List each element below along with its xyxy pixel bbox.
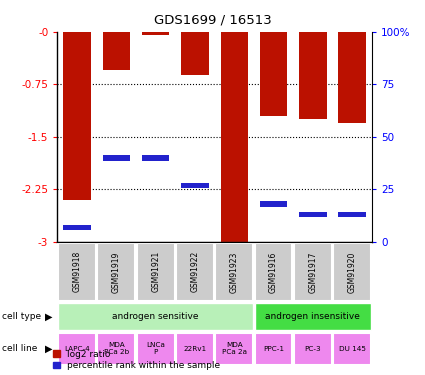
FancyBboxPatch shape [137,333,175,365]
FancyBboxPatch shape [255,243,292,301]
FancyBboxPatch shape [97,243,135,301]
FancyBboxPatch shape [294,243,332,301]
Text: GSM91922: GSM91922 [190,251,199,292]
FancyBboxPatch shape [58,243,96,301]
Text: GSM91917: GSM91917 [309,251,317,292]
Bar [299,32,327,119]
Text: androgen sensitive: androgen sensitive [112,312,199,321]
Legend: log2 ratio, percentile rank within the sample: log2 ratio, percentile rank within the s… [54,350,220,370]
Bar [181,32,209,75]
Bar [142,155,170,160]
Text: ▶: ▶ [45,312,53,322]
FancyBboxPatch shape [58,303,253,330]
Text: cell type: cell type [2,312,41,321]
Bar [338,212,366,217]
Text: GSM91923: GSM91923 [230,251,239,292]
Bar [299,212,327,217]
FancyBboxPatch shape [333,333,371,365]
FancyBboxPatch shape [215,333,253,365]
FancyBboxPatch shape [255,333,292,365]
Bar [260,32,287,116]
Text: ▶: ▶ [45,344,53,354]
Bar [102,32,130,70]
Text: LNCa
P: LNCa P [146,342,165,355]
Text: 22Rv1: 22Rv1 [184,346,207,352]
Text: GSM91916: GSM91916 [269,251,278,292]
Bar [63,225,91,230]
FancyBboxPatch shape [58,333,96,365]
FancyBboxPatch shape [176,243,214,301]
Text: DU 145: DU 145 [339,346,366,352]
Text: cell line: cell line [2,344,37,353]
Text: GDS1699 / 16513: GDS1699 / 16513 [153,13,272,26]
Text: MDA
PCa 2a: MDA PCa 2a [222,342,247,355]
Bar [142,32,170,35]
FancyBboxPatch shape [333,243,371,301]
Bar [102,155,130,160]
Text: GSM91921: GSM91921 [151,251,160,292]
Text: GSM91920: GSM91920 [348,251,357,292]
FancyBboxPatch shape [176,333,214,365]
Text: GSM91918: GSM91918 [73,251,82,292]
Bar [338,32,366,123]
FancyBboxPatch shape [215,243,253,301]
FancyBboxPatch shape [137,243,175,301]
Text: MDA
PCa 2b: MDA PCa 2b [104,342,129,355]
FancyBboxPatch shape [255,303,371,330]
Bar [181,183,209,188]
Bar [63,32,91,200]
Text: LAPC-4: LAPC-4 [64,346,90,352]
Text: PPC-1: PPC-1 [263,346,284,352]
FancyBboxPatch shape [97,333,135,365]
Text: GSM91919: GSM91919 [112,251,121,292]
Bar [260,201,287,207]
Bar [221,32,248,242]
FancyBboxPatch shape [294,333,332,365]
Text: androgen insensitive: androgen insensitive [266,312,360,321]
Text: PC-3: PC-3 [305,346,321,352]
